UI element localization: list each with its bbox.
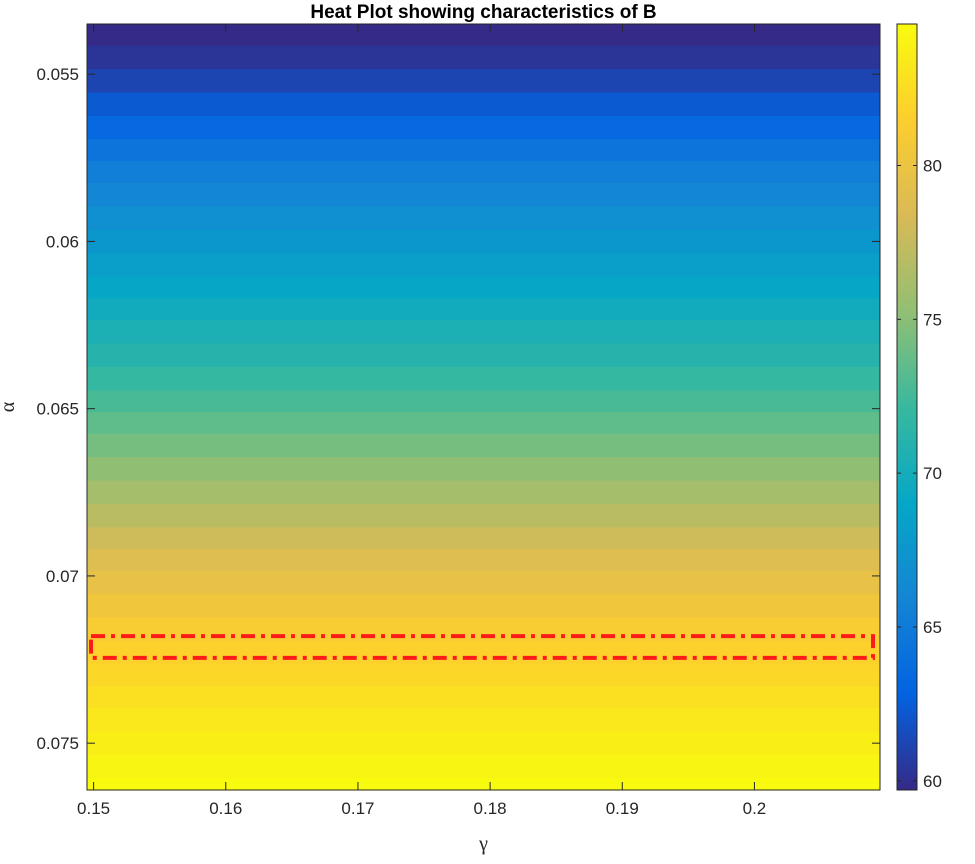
heatmap-row-4 [87, 115, 880, 140]
heatmap-row-16 [87, 390, 880, 413]
plot-frame [86, 23, 881, 791]
x-tick-label: 0.17 [341, 799, 374, 818]
heatmap-row-26 [87, 617, 880, 642]
colorbar-tick-label: 80 [923, 157, 942, 176]
y-axis-label: α [0, 401, 19, 412]
heatmap-row-32 [87, 754, 880, 779]
heatmap-row-12 [87, 298, 880, 321]
colorbar-tick-label: 75 [923, 310, 942, 329]
heatmap-row-1 [87, 45, 880, 70]
heatmap-row-6 [87, 161, 880, 184]
heatmap-row-14 [87, 343, 880, 368]
highlight-box [89, 634, 875, 660]
heatmap-row-31 [87, 731, 880, 756]
colorbar-tick-label: 65 [923, 618, 942, 637]
heatmap-row-5 [87, 139, 880, 162]
heatmap-row-17 [87, 412, 880, 435]
colorbar-tick-label: 60 [923, 772, 942, 791]
colorbar-tick-label: 70 [923, 464, 942, 483]
heatmap-row-20 [87, 480, 880, 505]
y-tick-label: 0.06 [46, 232, 79, 251]
x-tick-label: 0.16 [209, 799, 242, 818]
x-tick-label: 0.15 [77, 799, 110, 818]
heatmap-row-13 [87, 320, 880, 345]
chart-title: Heat Plot showing characteristics of B [310, 2, 656, 23]
heatmap-row-7 [87, 182, 880, 207]
x-axis-label: γ [478, 833, 488, 855]
heatmap-row-24 [87, 570, 880, 595]
heatmap-row-29 [87, 686, 880, 709]
heatmap-row-30 [87, 708, 880, 733]
heatmap-row-22 [87, 527, 880, 550]
x-tick-label: 0.19 [606, 799, 639, 818]
heatmap-row-15 [87, 366, 880, 391]
heatmap-row-33 [87, 778, 880, 791]
heatmap-row-18 [87, 433, 880, 458]
colorbar [897, 24, 917, 790]
heatmap-row-27 [87, 641, 880, 666]
heatmap-row-10 [87, 253, 880, 278]
x-tick-label: 0.2 [743, 799, 767, 818]
heatmap-row-19 [87, 457, 880, 482]
y-tick-label: 0.065 [36, 400, 79, 419]
heatmap-row-11 [87, 276, 880, 299]
heatmap-row-8 [87, 206, 880, 231]
heatmap-row-9 [87, 229, 880, 254]
heatmap-row-2 [87, 69, 880, 94]
colorbar-frame [896, 23, 918, 791]
heatmap-row-0 [87, 24, 880, 47]
heatmap-row-25 [87, 594, 880, 619]
heatmap-row-28 [87, 664, 880, 687]
x-tick-label: 0.18 [474, 799, 507, 818]
heatmap-row-23 [87, 549, 880, 572]
heatmap-row-21 [87, 504, 880, 529]
heatmap-row-3 [87, 92, 880, 117]
y-tick-label: 0.055 [36, 65, 79, 84]
y-tick-label: 0.075 [36, 734, 79, 753]
y-tick-label: 0.07 [46, 567, 79, 586]
